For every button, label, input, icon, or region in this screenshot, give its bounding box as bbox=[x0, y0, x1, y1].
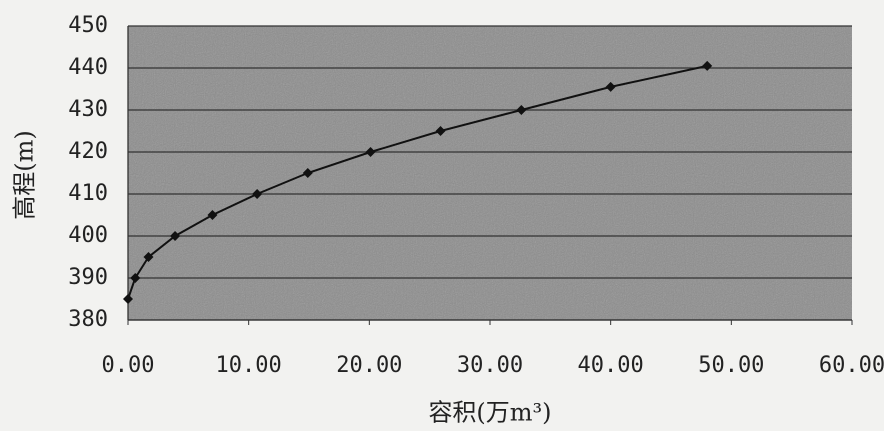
y-tick-label: 450 bbox=[68, 13, 108, 38]
y-axis-title: 高程(m) bbox=[11, 130, 39, 219]
marker bbox=[252, 189, 263, 199]
marker bbox=[435, 126, 446, 136]
y-tick-label: 380 bbox=[68, 307, 108, 332]
y-tick-label: 440 bbox=[68, 55, 108, 80]
x-tick-label: 60.00 bbox=[819, 353, 884, 378]
marker bbox=[207, 210, 218, 220]
marker bbox=[605, 81, 616, 92]
x-tick-label: 0.00 bbox=[102, 353, 155, 378]
y-tick-label: 410 bbox=[68, 181, 108, 206]
y-tick-label: 390 bbox=[68, 265, 108, 290]
x-tick-label: 40.00 bbox=[578, 353, 644, 378]
marker bbox=[702, 60, 713, 71]
marker bbox=[516, 105, 527, 115]
marker bbox=[130, 273, 141, 283]
marker bbox=[302, 168, 313, 178]
marker bbox=[123, 294, 133, 304]
x-tick-label: 30.00 bbox=[457, 353, 523, 378]
x-tick-label: 50.00 bbox=[698, 353, 764, 378]
x-tick-label: 20.00 bbox=[336, 353, 402, 378]
marker bbox=[170, 231, 181, 241]
marker bbox=[143, 252, 154, 262]
x-axis-title: 容积(万m³) bbox=[428, 399, 551, 427]
y-tick-label: 420 bbox=[68, 139, 108, 164]
x-tick-label: 10.00 bbox=[216, 353, 282, 378]
line bbox=[127, 64, 708, 300]
y-tick-label: 400 bbox=[68, 223, 108, 248]
marker bbox=[365, 147, 376, 157]
y-tick-label: 430 bbox=[68, 97, 108, 122]
plot-texture bbox=[128, 26, 852, 320]
